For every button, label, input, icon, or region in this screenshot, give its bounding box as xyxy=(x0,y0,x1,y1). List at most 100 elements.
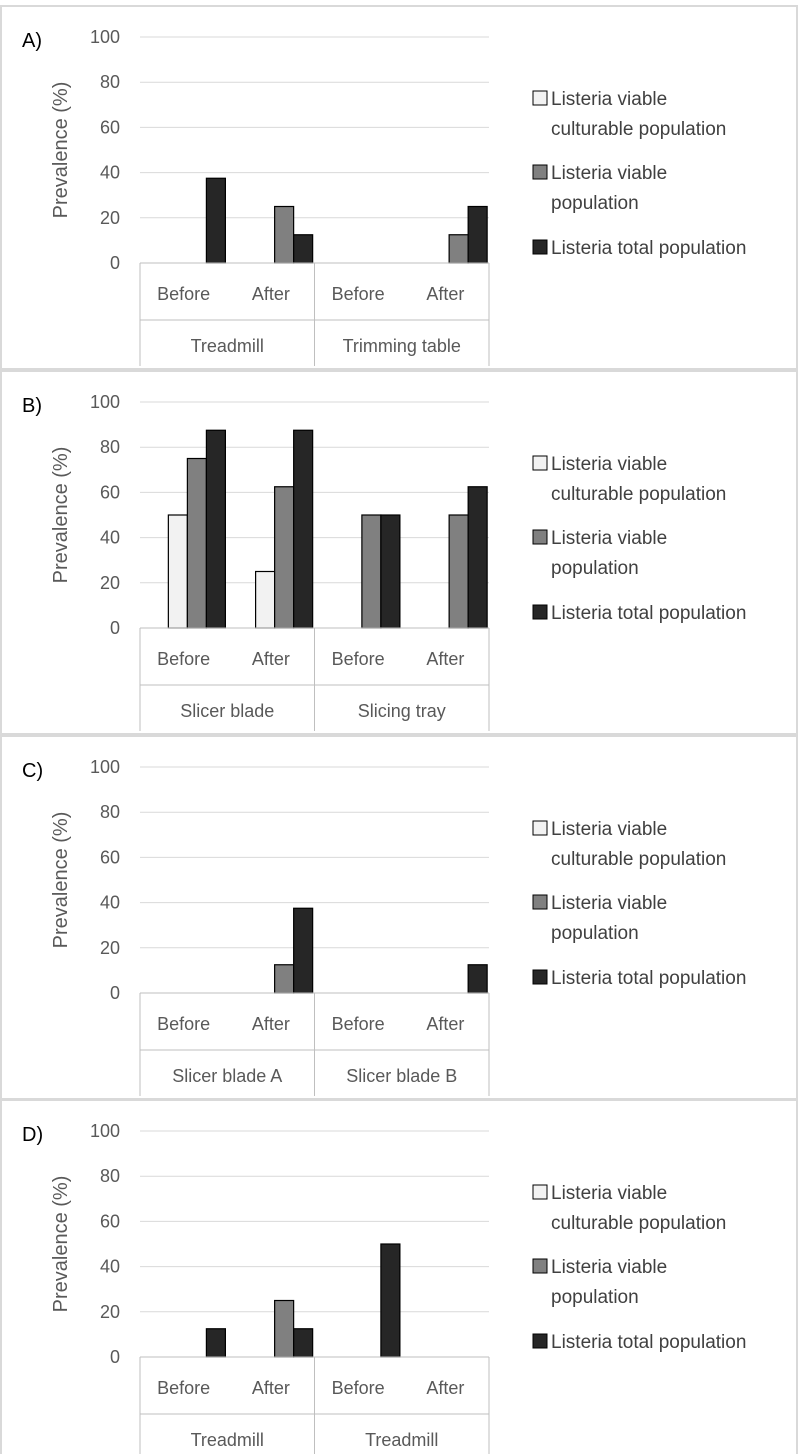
chart-panel-4: D) Prevalence (%) 0 20 40 60 80 100 Before After B… xyxy=(0,1099,798,1454)
legend-swatch xyxy=(532,529,548,545)
group-label: Treadmill xyxy=(191,1430,264,1450)
legend-item-3: Listeria total population xyxy=(532,603,746,624)
x-tick-label: After xyxy=(426,1378,464,1398)
panel-frame xyxy=(0,5,798,370)
bar-before-series-3 xyxy=(380,1243,401,1358)
legend-item-3: Listeria total population xyxy=(532,1332,746,1353)
legend-swatch xyxy=(532,90,548,106)
x-tick-label: After xyxy=(426,649,464,669)
x-tick-label: Before xyxy=(157,284,210,304)
chart-panel-1: A) Prevalence (%) 0 20 40 60 80 100 Before After B… xyxy=(0,5,798,370)
y-tick-label: 60 xyxy=(100,117,120,137)
panel-label: C) xyxy=(22,760,43,782)
panel-label: D) xyxy=(22,1124,43,1146)
bar-before-series-1 xyxy=(167,514,188,629)
y-tick-label: 60 xyxy=(100,482,120,502)
legend-item-2: Listeria viable population xyxy=(532,893,667,944)
panel-label: A) xyxy=(22,30,42,52)
x-tick-label: After xyxy=(252,1378,290,1398)
bar-before-series-2 xyxy=(361,514,382,629)
bar-after-series-3 xyxy=(293,234,314,264)
legend-item-2: Listeria viable population xyxy=(532,528,667,579)
y-tick-label: 0 xyxy=(110,983,120,1003)
x-tick-label: After xyxy=(252,649,290,669)
y-axis-label: Prevalence (%) xyxy=(50,1176,72,1313)
y-tick-label: 40 xyxy=(100,163,120,183)
y-tick-label: 80 xyxy=(100,802,120,822)
y-tick-label: 100 xyxy=(90,757,120,777)
x-tick-label: After xyxy=(252,284,290,304)
legend-swatch xyxy=(532,239,548,255)
legend-swatch xyxy=(532,820,548,836)
x-tick-label: Before xyxy=(157,1378,210,1398)
y-tick-label: 60 xyxy=(100,1211,120,1231)
legend-swatch xyxy=(532,1258,548,1274)
x-tick-label: After xyxy=(426,284,464,304)
bar-before-series-3 xyxy=(380,514,401,629)
legend-item-1: Listeria viable culturable population xyxy=(532,89,726,140)
bar-after-series-3 xyxy=(467,964,488,994)
y-tick-label: 100 xyxy=(90,1121,120,1141)
bar-after-series-3 xyxy=(293,1328,314,1358)
y-tick-label: 40 xyxy=(100,528,120,548)
bar-after-series-2 xyxy=(448,234,469,264)
panel-label: B) xyxy=(22,395,42,417)
legend-item-3: Listeria total population xyxy=(532,968,746,989)
y-tick-label: 40 xyxy=(100,1257,120,1277)
legend-label: Listeria total population xyxy=(551,968,746,989)
x-tick-label: Before xyxy=(332,1014,385,1034)
x-tick-label: After xyxy=(426,1014,464,1034)
y-tick-label: 20 xyxy=(100,938,120,958)
legend-label: Listeria viable culturable population xyxy=(551,819,726,870)
legend-label: Listeria viable culturable population xyxy=(551,454,726,505)
legend-label: Listeria viable population xyxy=(551,528,667,579)
legend-swatch xyxy=(532,969,548,985)
chart-panel-2: B) Prevalence (%) 0 20 40 60 80 100 Before After B… xyxy=(0,370,798,735)
bar-after-series-2 xyxy=(448,514,469,629)
chart-panel-3: C) Prevalence (%) 0 20 40 60 80 100 Before After B… xyxy=(0,735,798,1100)
y-tick-label: 60 xyxy=(100,847,120,867)
legend-label: Listeria viable population xyxy=(551,1257,667,1308)
bar-after-series-2 xyxy=(274,486,295,629)
y-tick-label: 80 xyxy=(100,1166,120,1186)
x-tick-label: Before xyxy=(157,649,210,669)
group-label: Slicing tray xyxy=(358,701,446,721)
bar-before-series-3 xyxy=(205,177,226,264)
y-tick-label: 100 xyxy=(90,392,120,412)
group-label: Treadmill xyxy=(191,336,264,356)
legend-label: Listeria total population xyxy=(551,238,746,259)
bar-after-series-2 xyxy=(274,964,295,994)
bar-after-series-1 xyxy=(255,570,276,629)
panel-frame xyxy=(0,735,798,1100)
group-label: Slicer blade xyxy=(180,701,274,721)
y-tick-label: 20 xyxy=(100,1302,120,1322)
legend-label: Listeria viable population xyxy=(551,893,667,944)
legend-item-2: Listeria viable population xyxy=(532,1257,667,1308)
bar-after-series-2 xyxy=(274,205,295,264)
bar-after-series-3 xyxy=(293,429,314,629)
y-tick-label: 80 xyxy=(100,437,120,457)
legend-label: Listeria viable culturable population xyxy=(551,1183,726,1234)
group-label: Slicer blade B xyxy=(346,1066,457,1086)
y-tick-label: 0 xyxy=(110,1347,120,1367)
legend-item-1: Listeria viable culturable population xyxy=(532,454,726,505)
group-label: Trimming table xyxy=(343,336,461,356)
x-tick-label: Before xyxy=(332,284,385,304)
group-label: Slicer blade A xyxy=(172,1066,282,1086)
legend-item-1: Listeria viable culturable population xyxy=(532,819,726,870)
legend-label: Listeria total population xyxy=(551,1332,746,1353)
legend-item-2: Listeria viable population xyxy=(532,163,667,214)
bar-before-series-2 xyxy=(186,457,207,629)
bar-after-series-3 xyxy=(467,486,488,629)
y-tick-label: 0 xyxy=(110,618,120,638)
bar-after-series-2 xyxy=(274,1299,295,1358)
legend-swatch xyxy=(532,164,548,180)
y-tick-label: 40 xyxy=(100,893,120,913)
legend-label: Listeria viable population xyxy=(551,163,667,214)
y-tick-label: 20 xyxy=(100,208,120,228)
group-label: Treadmill xyxy=(365,1430,438,1450)
x-tick-label: Before xyxy=(332,1378,385,1398)
legend-swatch xyxy=(532,894,548,910)
x-tick-label: After xyxy=(252,1014,290,1034)
y-axis-label: Prevalence (%) xyxy=(50,82,72,219)
